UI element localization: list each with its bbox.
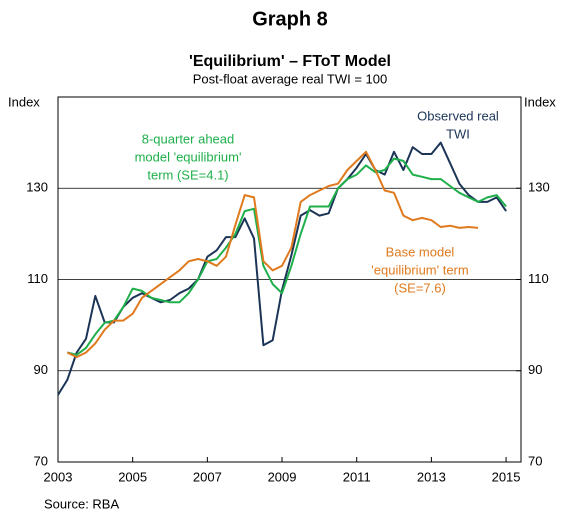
y2-tick-label: 70 [528, 453, 542, 468]
x-tick-label: 2003 [44, 469, 73, 484]
y2-tick-label: 110 [528, 271, 549, 286]
annotation: 'equilibrium' term [371, 262, 468, 277]
x-tick-label: 2015 [492, 469, 521, 484]
x-tick-label: 2011 [343, 469, 371, 484]
series-line [67, 157, 507, 356]
x-tick-label: 2009 [268, 469, 297, 484]
annotation: (SE=7.6) [394, 280, 446, 295]
y-tick-label: 70 [34, 453, 48, 468]
annotation: term (SE=4.1) [147, 167, 228, 182]
annotation: model 'equilibrium' [135, 149, 242, 164]
x-tick-label: 2005 [118, 469, 147, 484]
annotation: Base model [386, 244, 455, 259]
chart-title: Graph 8 [252, 8, 328, 30]
y-tick-label: 110 [27, 271, 48, 286]
x-tick-label: 2013 [417, 469, 446, 484]
y2-tick-label: 90 [528, 362, 542, 377]
source: Source: RBA [44, 496, 119, 511]
x-tick-label: 2007 [193, 469, 222, 484]
y2-tick-label: 130 [528, 180, 550, 195]
chart-subtitle: 'Equilibrium' – FToT Model [189, 53, 391, 70]
y2-axis-label: Index [524, 94, 556, 109]
series-line [57, 141, 507, 396]
annotation: 8-quarter ahead [142, 131, 235, 146]
y-tick-label: 130 [26, 180, 48, 195]
annotation: Observed real [417, 108, 499, 123]
y-axis-label: Index [8, 94, 40, 109]
chart-note: Post-float average real TWI = 100 [193, 71, 388, 86]
y-tick-label: 90 [34, 362, 48, 377]
annotation: TWI [446, 126, 470, 141]
series-line [66, 150, 479, 359]
